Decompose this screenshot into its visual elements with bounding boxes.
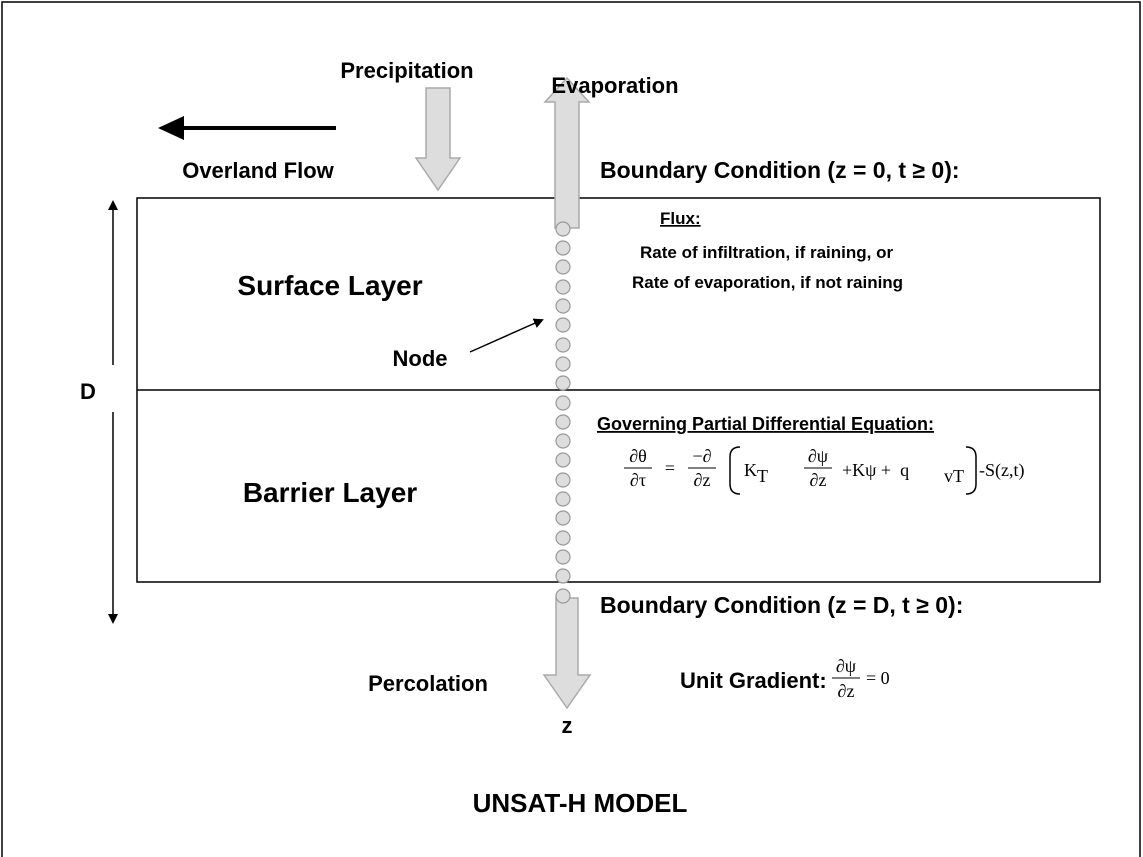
surface-layer-label: Surface Layer — [237, 270, 422, 301]
eq-text: vT — [944, 466, 964, 486]
eq-text: = 0 — [866, 668, 890, 688]
eq-text: ∂ψ — [808, 446, 829, 466]
eq-text: T — [757, 466, 768, 486]
overland-arrowhead — [158, 116, 184, 140]
eq-text: ∂z — [810, 470, 827, 490]
eq-text: ∂z — [694, 470, 711, 490]
z-label: z — [562, 713, 573, 738]
equation: ∂θ ∂τ = −∂ ∂z K T ∂ψ ∂z +Kψ + q vT -S(z,… — [624, 446, 1024, 495]
eq-text: ∂z — [838, 681, 855, 701]
unit-gradient-label: Unit Gradient: — [680, 668, 827, 693]
precipitation-arrow — [414, 87, 462, 192]
barrier-layer-label: Barrier Layer — [243, 477, 417, 508]
evaporation-label: Evaporation — [551, 73, 678, 98]
flux-title: Flux: — [660, 209, 701, 228]
eq-text: ∂ψ — [836, 656, 857, 676]
bracket-right — [965, 446, 977, 495]
eq-text: +Kψ + q — [842, 460, 909, 480]
model-title: UNSAT-H MODEL — [473, 788, 688, 818]
governing-title: Governing Partial Differential Equation: — [597, 414, 934, 434]
eq-text: = — [665, 458, 675, 478]
evaporation-arrow — [543, 76, 591, 229]
bracket-left — [729, 446, 741, 495]
eq-text: −∂ — [692, 446, 711, 466]
percolation-arrow — [542, 597, 592, 710]
node-pointer — [469, 318, 544, 353]
eq-text: ∂τ — [630, 470, 646, 490]
depth-label: D — [80, 379, 96, 404]
overland-flow-label: Overland Flow — [182, 158, 334, 183]
nodes — [555, 221, 571, 604]
eq-text: K — [744, 460, 757, 480]
precipitation-label: Precipitation — [340, 58, 473, 83]
percolation-label: Percolation — [368, 671, 488, 696]
eq-text: -S(z,t) — [979, 460, 1024, 481]
boundary-bottom: Boundary Condition (z = D, t ≥ 0): — [600, 592, 963, 618]
boundary-top: Boundary Condition (z = 0, t ≥ 0): — [600, 157, 960, 183]
node-label: Node — [393, 346, 448, 371]
flux-line: Rate of infiltration, if raining, or — [640, 243, 893, 262]
flux-line: Rate of evaporation, if not raining — [632, 273, 903, 292]
eq-text: ∂θ — [629, 446, 647, 466]
